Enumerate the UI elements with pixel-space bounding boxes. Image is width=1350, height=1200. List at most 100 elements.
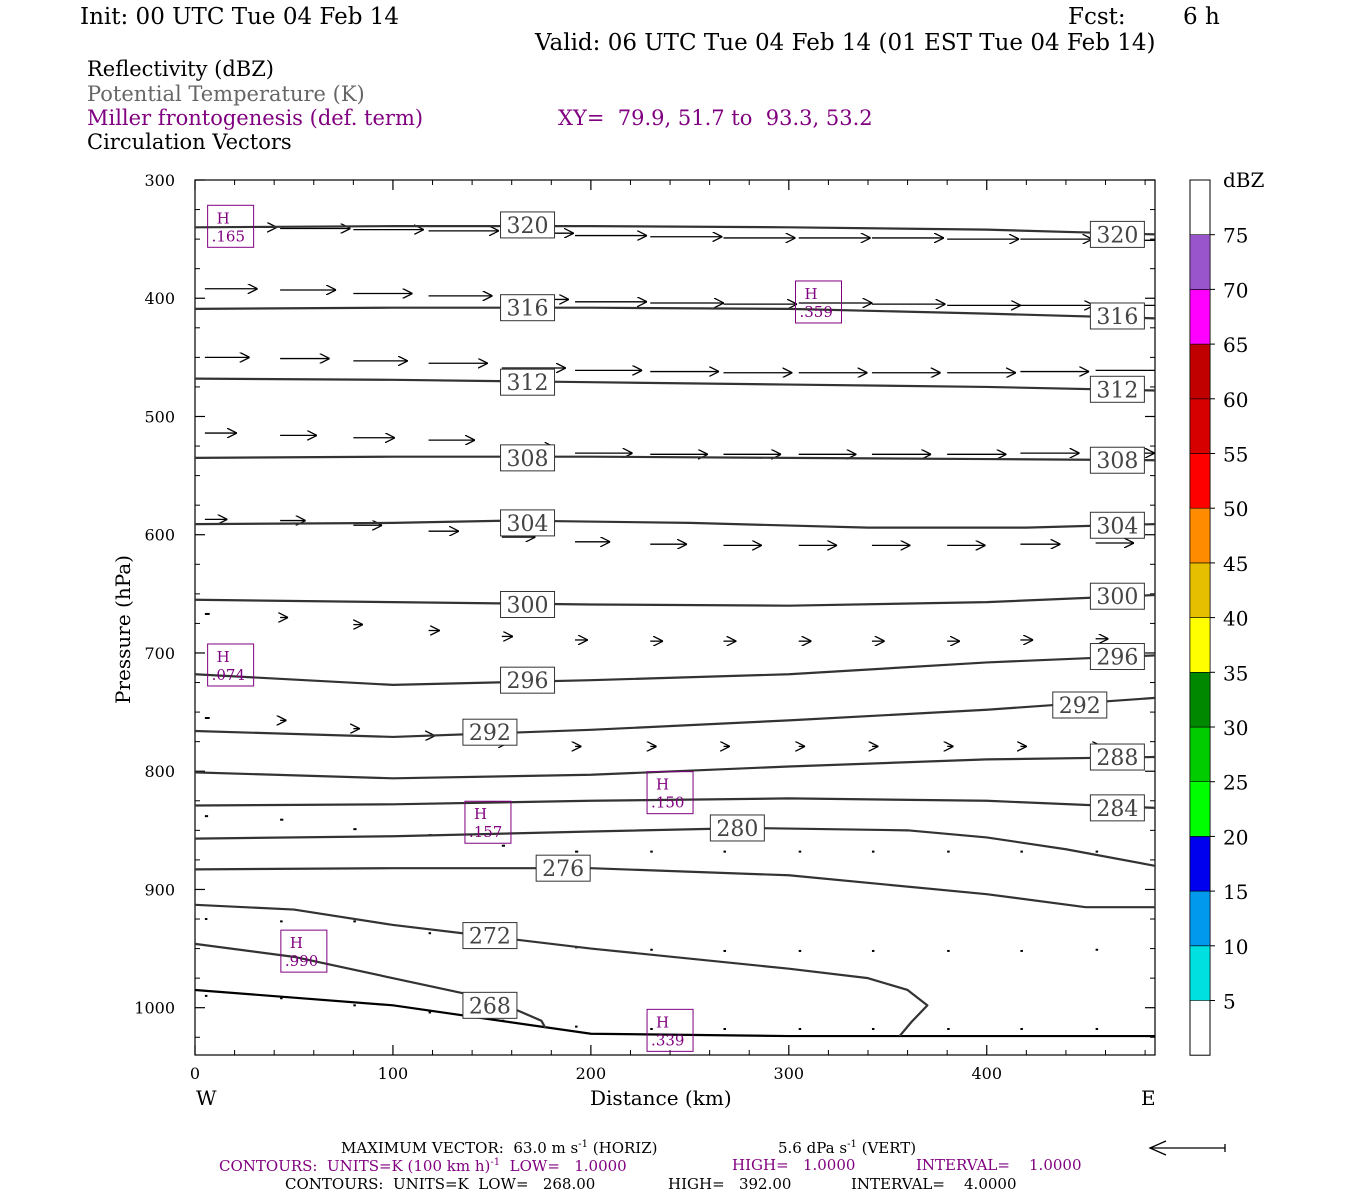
reference-vector-head-icon — [1148, 1140, 1167, 1156]
ground-line — [195, 988, 1155, 1038]
legend-xy-coords: XY= 79.9, 51.7 to 93.3, 53.2 — [558, 106, 873, 130]
y-tick-label: 700 — [144, 644, 175, 663]
theta-contour-308 — [195, 455, 1155, 462]
frontogenesis-max-symbol: H — [217, 648, 230, 666]
theta-contour-316 — [195, 306, 1155, 320]
colorbar-tick-label: 10 — [1223, 935, 1248, 959]
theta-contour-320 — [195, 225, 1155, 236]
contour-label: 276 — [542, 857, 584, 882]
x-tick-label: 300 — [774, 1064, 805, 1083]
frontogenesis-max-value: .150 — [651, 794, 684, 812]
x-tick-label: 100 — [378, 1064, 409, 1083]
colorbar-segment — [1189, 507, 1211, 564]
contour-label: 292 — [1059, 694, 1101, 719]
colorbar-tick-label: 70 — [1223, 278, 1248, 302]
dbz-colorbar: 5 10 15 20 25 30 35 40 45 50 55 60 65 70 75 — [1189, 179, 1248, 1056]
frontogenesis-max-symbol: H — [474, 805, 487, 823]
colorbar-segment — [1189, 781, 1211, 837]
colorbar-tick-label: 65 — [1223, 333, 1248, 357]
y-tick-label: 1000 — [134, 999, 175, 1018]
x-tick-label: 400 — [971, 1064, 1002, 1083]
colorbar-tick-label: 50 — [1223, 497, 1248, 521]
colorbar-tick-label: 30 — [1223, 716, 1248, 740]
theta-contour-312 — [195, 377, 1155, 392]
frontogenesis-max-box — [207, 204, 255, 248]
theta-contour-304 — [195, 519, 1155, 529]
fcst-value: 6 h — [1183, 4, 1220, 30]
frontogenesis-max-box — [646, 1008, 694, 1052]
theta-contour-276 — [195, 867, 1155, 909]
contour-label-box — [1089, 743, 1145, 771]
frontogenesis-max-box — [464, 800, 512, 844]
contour-label: 284 — [1096, 797, 1138, 822]
colorbar-unit: dBZ — [1223, 168, 1265, 192]
frontogenesis-max-value: .157 — [469, 823, 502, 841]
frontogenesis-max-symbol: H — [656, 1013, 669, 1031]
theta-contour-268 — [195, 942, 547, 1029]
contour-label-box — [1089, 794, 1145, 822]
colorbar-segment — [1189, 343, 1211, 400]
colorbar-segment — [1189, 890, 1211, 947]
footer-max-vector-vert: 5.6 dPa s-1 (VERT) — [778, 1139, 917, 1157]
circulation-vectors — [204, 227, 1155, 1030]
colorbar-tick-label: 15 — [1223, 880, 1248, 904]
colorbar-segment — [1189, 562, 1211, 618]
contour-label-box — [500, 444, 556, 472]
init-time: Init: 00 UTC Tue 04 Feb 14 — [80, 4, 400, 30]
contour-label: 312 — [1096, 378, 1138, 403]
contour-labels: 320 320 316 316 312 312 308 308 304 304 300 300 296 2… — [462, 211, 1145, 1019]
frontogenesis-max-symbol: H — [217, 209, 230, 227]
contour-label-box — [462, 718, 518, 746]
footer-contours-frontogenesis: CONTOURS: UNITS=K (100 km h)-1 LOW= 1.00… — [219, 1157, 627, 1175]
frontogenesis-max-symbol: H — [805, 285, 818, 303]
contour-label-box — [535, 854, 591, 882]
y-tick-label: 300 — [144, 171, 175, 190]
contour-label-box — [1052, 691, 1108, 719]
legend-circulation-vectors: Circulation Vectors — [87, 130, 292, 154]
colorbar-tick-label: 60 — [1223, 388, 1248, 412]
contour-label: 320 — [1096, 223, 1138, 248]
colorbar-tick-label: 40 — [1223, 607, 1248, 631]
colorbar-tick-label: 35 — [1223, 661, 1248, 685]
theta-contour-300 — [195, 593, 1155, 607]
contour-label: 296 — [507, 669, 549, 694]
footer-contours-theta: CONTOURS: UNITS=K LOW= 268.00 — [285, 1175, 596, 1193]
colorbar-tick-label: 45 — [1223, 552, 1248, 576]
y-tick-label: 900 — [144, 880, 175, 899]
contour-label: 304 — [1096, 514, 1138, 539]
x-tick-label: 0 — [190, 1064, 200, 1083]
contour-label: 300 — [1096, 585, 1138, 610]
colorbar-tick-label: 20 — [1223, 825, 1248, 849]
colorbar-segment — [1189, 945, 1211, 1001]
y-tick-label: 800 — [144, 762, 175, 781]
contour-label-box — [500, 590, 556, 618]
colorbar-tick-label: 25 — [1223, 771, 1248, 795]
footer-max-vector: MAXIMUM VECTOR: 63.0 m s-1 (HORIZ) — [341, 1139, 658, 1157]
colorbar-segment — [1189, 453, 1211, 509]
frontogenesis-max-value: .165 — [212, 227, 245, 245]
contour-label-box — [1089, 220, 1145, 248]
contour-label-box — [1089, 511, 1145, 539]
frontogenesis-max-value: .339 — [651, 1031, 684, 1049]
contour-label-box — [500, 509, 556, 537]
theta-contours — [195, 225, 1155, 1038]
contour-label: 296 — [1096, 646, 1138, 671]
contour-label-box — [1089, 375, 1145, 403]
colorbar-segment — [1189, 671, 1211, 728]
theta-contour-292 — [195, 696, 1155, 739]
colorbar-tick-label: 55 — [1223, 443, 1248, 467]
theta-contour-272 — [195, 903, 929, 1037]
frontogenesis-max-value: .359 — [800, 303, 833, 321]
y-axis-label: Pressure (hPa) — [111, 555, 135, 704]
contour-label-box — [462, 991, 518, 1019]
frontogenesis-max-box — [646, 771, 694, 815]
contour-label: 268 — [469, 994, 511, 1019]
footer-contours-theta-interval: INTERVAL= 4.0000 — [851, 1175, 1017, 1193]
contour-label: 308 — [1096, 449, 1138, 474]
y-tick-label: 600 — [144, 526, 175, 545]
footer-contours-frontogenesis-interval: INTERVAL= 1.0000 — [916, 1156, 1082, 1174]
contour-label-box — [1089, 582, 1145, 610]
y-tick-label: 400 — [144, 289, 175, 308]
frontogenesis-max-box — [280, 929, 328, 973]
x-axis-west-label: W — [196, 1086, 217, 1110]
